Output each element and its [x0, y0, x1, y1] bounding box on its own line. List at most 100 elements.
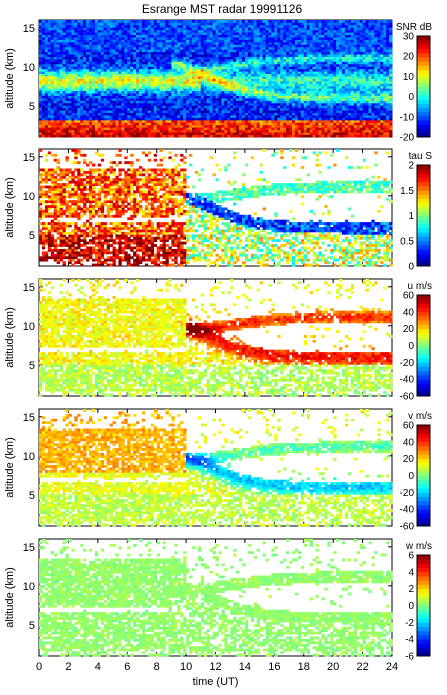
- heatmap-cell: [324, 91, 327, 94]
- heatmap-cell: [295, 120, 298, 123]
- heatmap-cell: [198, 79, 201, 82]
- heatmap-cell: [248, 108, 251, 111]
- heatmap-cell: [283, 81, 286, 84]
- heatmap-cell: [304, 25, 307, 28]
- heatmap-cell: [51, 52, 54, 55]
- heatmap-cell: [298, 27, 301, 30]
- heatmap-cell: [271, 127, 274, 130]
- heatmap-cell: [92, 122, 95, 125]
- heatmap-cell: [57, 37, 60, 40]
- heatmap-cell: [260, 108, 263, 111]
- heatmap-cell: [266, 103, 269, 106]
- heatmap-cell: [216, 74, 219, 77]
- heatmap-cell: [233, 69, 236, 72]
- heatmap-cell: [271, 76, 274, 79]
- heatmap-cell: [65, 66, 68, 69]
- heatmap-cell: [271, 40, 274, 43]
- heatmap-cell: [227, 74, 230, 77]
- heatmap-cell: [177, 42, 180, 45]
- heatmap-cell: [154, 122, 157, 125]
- heatmap-cell: [110, 127, 113, 130]
- heatmap-cell: [295, 52, 298, 55]
- heatmap-cell: [339, 113, 342, 116]
- heatmap-cell: [207, 27, 210, 30]
- heatmap-cell: [274, 93, 277, 96]
- heatmap-cell: [130, 76, 133, 79]
- heatmap-cell: [174, 83, 177, 86]
- heatmap-cell: [318, 125, 321, 128]
- heatmap-cell: [230, 54, 233, 57]
- heatmap-cell: [263, 27, 266, 30]
- heatmap-cell: [254, 103, 257, 106]
- heatmap-cell: [39, 120, 42, 123]
- heatmap-cell: [118, 44, 121, 47]
- heatmap-cell: [89, 54, 92, 57]
- heatmap-cell: [292, 52, 295, 55]
- heatmap-cell: [151, 118, 154, 121]
- heatmap-cell: [301, 52, 304, 55]
- heatmap-cell: [151, 30, 154, 33]
- heatmap-cell: [124, 115, 127, 118]
- heatmap-cell: [198, 20, 201, 23]
- heatmap-cell: [230, 103, 233, 106]
- heatmap-cell: [242, 110, 245, 113]
- heatmap-cell: [160, 74, 163, 77]
- heatmap-cell: [174, 74, 177, 77]
- heatmap-cell: [95, 25, 98, 28]
- heatmap-cell: [245, 135, 248, 138]
- heatmap-cell: [236, 64, 239, 67]
- heatmap-cell: [298, 42, 301, 45]
- heatmap-cell: [148, 91, 151, 94]
- heatmap-cell: [292, 35, 295, 38]
- heatmap-cell: [45, 30, 48, 33]
- heatmap-cell: [121, 32, 124, 35]
- heatmap-cell: [333, 93, 336, 96]
- heatmap-cell: [316, 88, 319, 91]
- heatmap-cell: [118, 47, 121, 50]
- heatmap-cell: [274, 59, 277, 62]
- heatmap-cell: [68, 66, 71, 69]
- heatmap-cell: [71, 22, 74, 25]
- heatmap-cell: [321, 79, 324, 82]
- heatmap-cell: [204, 25, 207, 28]
- heatmap-cell: [142, 88, 145, 91]
- heatmap-cell: [313, 52, 316, 55]
- heatmap-cell: [216, 64, 219, 67]
- heatmap-cell: [60, 88, 63, 91]
- heatmap-cell: [130, 132, 133, 135]
- heatmap-cell: [130, 30, 133, 33]
- heatmap-cell: [118, 52, 121, 55]
- heatmap-cell: [174, 71, 177, 74]
- heatmap-cell: [63, 49, 66, 52]
- heatmap-cell: [118, 125, 121, 128]
- heatmap-cell: [189, 115, 192, 118]
- heatmap-cell: [45, 54, 48, 57]
- heatmap-cell: [148, 37, 151, 40]
- heatmap-cell: [39, 52, 42, 55]
- heatmap-cell: [207, 54, 210, 57]
- heatmap-cell: [268, 71, 271, 74]
- heatmap-cell: [139, 40, 142, 43]
- heatmap-cell: [160, 120, 163, 123]
- heatmap-cell: [189, 20, 192, 23]
- heatmap-cell: [198, 35, 201, 38]
- heatmap-cell: [327, 40, 330, 43]
- heatmap-cell: [316, 59, 319, 62]
- heatmap-cell: [80, 86, 83, 89]
- heatmap-cell: [74, 71, 77, 74]
- heatmap-cell: [292, 110, 295, 113]
- heatmap-cell: [280, 49, 283, 52]
- heatmap-cell: [239, 64, 242, 67]
- heatmap-cell: [74, 37, 77, 40]
- heatmap-cell: [160, 79, 163, 82]
- heatmap-cell: [57, 30, 60, 33]
- heatmap-cell: [239, 44, 242, 47]
- heatmap-cell: [157, 110, 160, 113]
- heatmap-cell: [98, 88, 101, 91]
- heatmap-cell: [107, 100, 110, 103]
- heatmap-cell: [107, 44, 110, 47]
- heatmap-cell: [298, 49, 301, 52]
- heatmap-cell: [321, 49, 324, 52]
- heatmap-cell: [198, 127, 201, 130]
- heatmap-cell: [186, 61, 189, 64]
